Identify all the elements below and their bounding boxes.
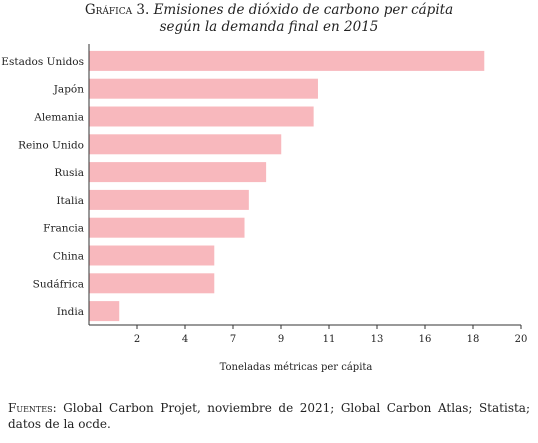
category-label-japon: Japón [53,84,85,96]
x-axis-label: Toneladas métricas per cápita [220,362,373,373]
chart-title: Emisiones de dióxido de carbono per cápi… [153,2,454,18]
chart-title-line1: Gráfica 3. Emisiones de dióxido de carbo… [0,2,538,19]
bar-china [89,245,215,266]
category-label-china: China [53,251,84,263]
source-note: Fuentes: Global Carbon Projet, noviembre… [8,400,530,432]
source-text: Global Carbon Projet, noviembre de 2021;… [8,401,530,431]
x-tick-label: 18 [467,334,480,345]
bar-reino-unido [89,134,282,155]
x-tick-label: 7 [230,334,236,345]
bar-rusia [89,162,267,183]
chart-subtitle: según la demanda final en 2015 [159,19,379,35]
bar-chart: Estados Unidos Japón Alemania Reino Unido Ru… [1,44,528,373]
chart-label: Gráfica 3. [84,2,150,18]
x-tick-label: 13 [371,334,384,345]
category-label-reino-unido: Reino Unido [18,139,84,151]
x-tick-label: 4 [182,334,188,345]
bar-italia [89,189,249,210]
bar-francia [89,217,245,238]
category-label-india: India [57,306,84,318]
bar-estados-unidos [89,50,485,71]
category-label-italia: Italia [56,195,84,207]
x-tick-label: 16 [419,334,432,345]
bar-sudafrica [89,273,215,294]
chart-title-line2: según la demanda final en 2015 [0,19,538,36]
x-tick-label: 2 [134,334,140,345]
category-label-sudafrica: Sudáfrica [33,278,84,290]
x-tick-label: 20 [515,334,528,345]
x-tick-label: 11 [323,334,336,345]
bar-india [89,301,120,322]
bar-japon [89,78,318,99]
x-tick-label: 9 [278,334,284,345]
category-label-francia: Francia [43,223,84,235]
bar-alemania [89,106,314,127]
source-label: Fuentes: [8,401,57,415]
category-label-estados-unidos: Estados Unidos [1,56,84,68]
category-label-rusia: Rusia [54,167,84,179]
category-label-alemania: Alemania [33,112,84,124]
